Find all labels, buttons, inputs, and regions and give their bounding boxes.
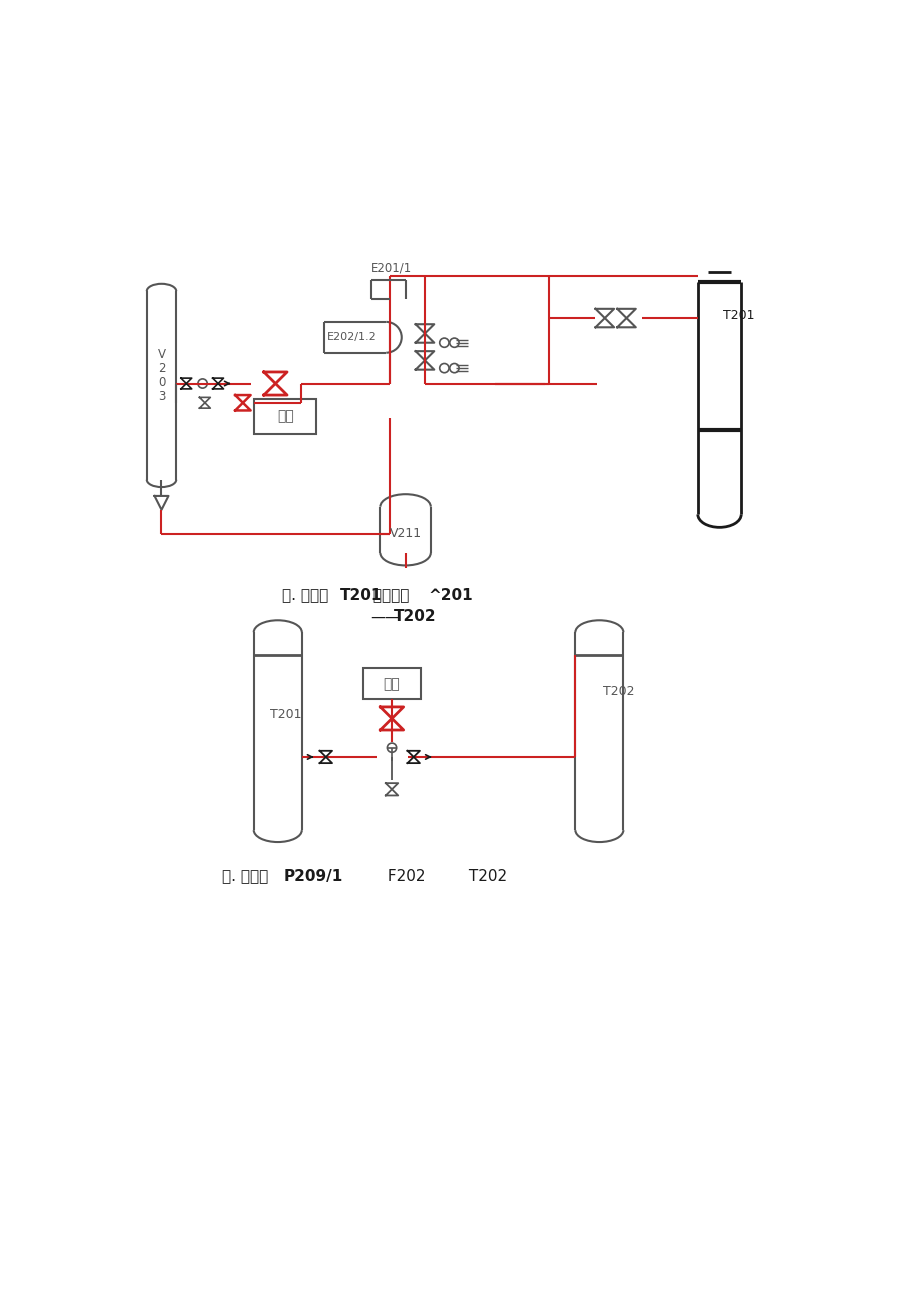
Text: E202/1.2: E202/1.2 — [326, 332, 376, 343]
Text: T201: T201 — [269, 708, 301, 721]
Text: ——: —— — [370, 610, 401, 624]
Text: 六. 注汽点: 六. 注汽点 — [281, 588, 333, 603]
Text: ^201: ^201 — [428, 588, 473, 603]
Text: 液控前一: 液控前一 — [368, 588, 409, 603]
Text: 七. 注汽点: 七. 注汽点 — [221, 869, 273, 883]
Text: 蒸汽: 蒸汽 — [383, 676, 400, 691]
Text: 蒸汽: 蒸汽 — [277, 409, 293, 423]
Text: P209/1: P209/1 — [284, 869, 343, 883]
Text: T202: T202 — [425, 869, 506, 883]
Text: T201: T201 — [722, 309, 754, 322]
Text: F202: F202 — [344, 869, 425, 883]
Text: V
2
0
3: V 2 0 3 — [157, 348, 165, 404]
Text: E201/1: E201/1 — [370, 262, 412, 275]
Text: V211: V211 — [389, 528, 421, 541]
Text: T201: T201 — [339, 588, 381, 603]
Text: T202: T202 — [393, 610, 437, 624]
Text: T202: T202 — [603, 685, 634, 698]
